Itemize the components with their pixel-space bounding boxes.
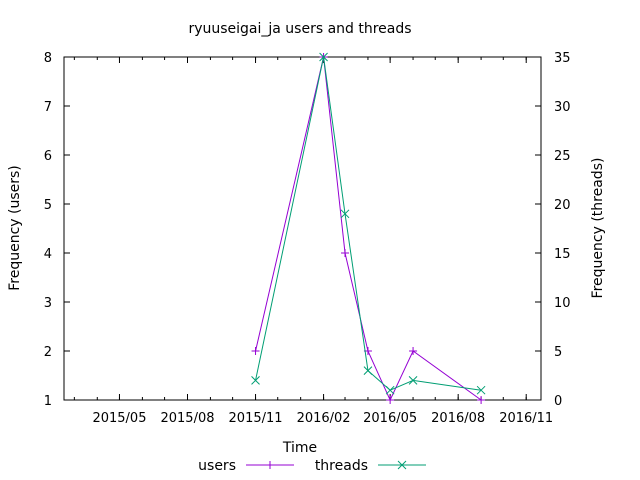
legend-label: threads: [315, 458, 368, 474]
point-threads: [476, 385, 486, 395]
chart-title: ryuuseigai_ja users and threads: [188, 21, 411, 37]
y-tick-label: 8: [44, 51, 52, 66]
y2-tick-label: 0: [554, 394, 562, 409]
y-axis-right: 0 5 10 15 20 25 30 35: [535, 51, 571, 409]
point-users: [251, 347, 260, 355]
y-tick-label: 5: [44, 198, 52, 213]
y-tick-label: 1: [44, 394, 52, 409]
y-tick-label: 7: [44, 100, 52, 115]
x-tick-label: 2015/08: [160, 411, 214, 426]
y2-tick-label: 15: [554, 247, 571, 262]
point-users: [341, 249, 350, 257]
y2-tick-label: 30: [554, 100, 571, 115]
y-tick-label: 4: [44, 247, 52, 262]
x-tick-label: 2016/08: [431, 411, 485, 426]
y-tick-label: 3: [44, 296, 52, 311]
x-axis-label: Time: [282, 440, 317, 456]
point-threads: [363, 366, 373, 375]
legend-label: users: [198, 458, 236, 474]
point-threads: [340, 209, 350, 219]
plot-area: [63, 56, 542, 401]
y-tick-label: 6: [44, 149, 52, 164]
point-users: [477, 396, 486, 404]
x-tick-label: 2016/02: [297, 411, 351, 426]
y2-tick-label: 5: [554, 345, 562, 360]
point-threads: [319, 52, 328, 62]
y2-tick-label: 20: [554, 198, 571, 213]
point-threads: [251, 376, 260, 385]
point-threads: [408, 376, 418, 385]
legend-marker: [397, 460, 407, 470]
series-line-threads: [255, 56, 482, 391]
x-tick-label: 2016/11: [499, 411, 553, 426]
legend: users threads: [198, 458, 426, 474]
point-threads: [385, 385, 395, 395]
y2-axis-label: Frequency (threads): [590, 158, 606, 299]
x-tick-label: 2015/11: [229, 411, 283, 426]
y2-tick-label: 25: [554, 149, 571, 164]
y-axis-label: Frequency (users): [7, 165, 23, 291]
y2-tick-label: 10: [554, 296, 571, 311]
y-axis-left: 1 2 3 4 5 6 7 8: [44, 51, 70, 409]
series-layer: [251, 52, 486, 404]
x-tick-label: 2015/05: [92, 411, 146, 426]
x-tick-label: 2016/05: [363, 411, 417, 426]
y2-tick-label: 35: [554, 51, 571, 66]
legend-marker: [266, 461, 274, 469]
y-tick-label: 2: [44, 345, 52, 360]
point-users: [386, 396, 395, 404]
x-axis: 2015/05 2015/08 2015/11 2016/02 2016/05 2016/…: [73, 57, 553, 426]
point-users: [409, 347, 418, 355]
